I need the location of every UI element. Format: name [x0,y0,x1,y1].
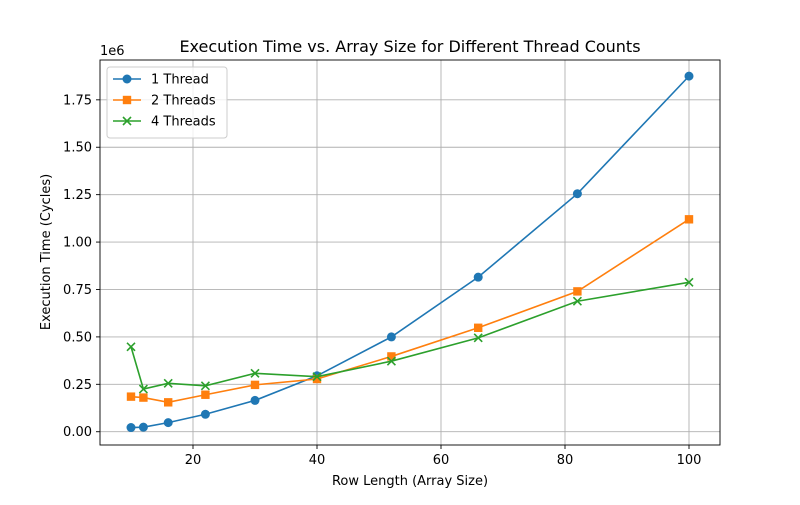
legend-label: 1 Thread [151,73,209,88]
legend-marker [122,116,132,126]
data-point [312,374,322,384]
y-tick-label: 1.00 [63,236,92,251]
data-point [138,384,148,394]
ticks-layer: 20 40 60 80 100 0.00 0.25 0.50 0.75 1.00 1.25 1.50 1… [63,93,701,468]
data-point [684,215,694,224]
data-point [573,287,582,296]
data-point [126,392,136,401]
y-offset-text: 1e6 [100,44,125,59]
series-3 [126,277,694,394]
data-point [200,381,210,391]
series-line [130,75,690,429]
y-tick-label: 1.50 [63,141,92,156]
data-point [250,395,260,405]
data-point [139,393,148,402]
data-point [312,372,322,382]
data-point [474,323,483,332]
data-point [163,378,173,388]
y-tick-label: 1.25 [63,188,92,203]
series-line [130,218,690,404]
legend-marker [122,95,132,105]
data-point [387,352,396,361]
legend-label: 4 Threads [151,115,216,130]
data-point [250,368,260,378]
series-layer [126,71,694,433]
data-point [473,333,483,343]
grid-layer [100,60,720,445]
legend-entry: 1 Thread [113,73,209,88]
data-point [163,418,173,428]
data-point [572,189,582,199]
y-tick-label: 0.25 [63,378,92,393]
plot-frame [99,59,721,446]
y-tick-label: 0.00 [63,425,92,440]
y-tick-label: 1.75 [63,93,92,108]
x-tick-label: 40 [309,453,326,468]
data-point [201,390,210,399]
data-point [386,332,396,342]
y-tick-label: 0.50 [63,330,92,345]
data-point [572,296,582,306]
legend-entry: 2 Threads [113,94,216,109]
legend: 1 Thread 2 Threads 4 Threads [106,66,228,139]
data-point [200,409,210,419]
data-point [138,422,148,432]
data-point [126,423,136,433]
x-tick-label: 60 [433,453,450,468]
x-tick-label: 80 [557,453,574,468]
data-point [684,277,694,287]
data-point [684,71,694,81]
chart-title: Execution Time vs. Array Size for Differ… [179,37,640,56]
series-2 [126,215,694,407]
legend-label: 2 Threads [151,94,216,109]
y-tick-label: 0.75 [63,283,92,298]
series-1 [126,71,694,433]
data-point [250,380,260,390]
x-axis-label: Row Length (Array Size) [332,474,488,489]
y-axis-label: Execution Time (Cycles) [39,174,54,330]
series-line [130,281,690,390]
data-point [126,342,136,352]
legend-marker [122,74,132,84]
data-point [164,398,173,407]
data-point [473,272,483,282]
x-tick-label: 100 [677,453,702,468]
data-point [386,356,396,366]
legend-entry: 4 Threads [113,115,216,130]
x-tick-label: 20 [185,453,202,468]
